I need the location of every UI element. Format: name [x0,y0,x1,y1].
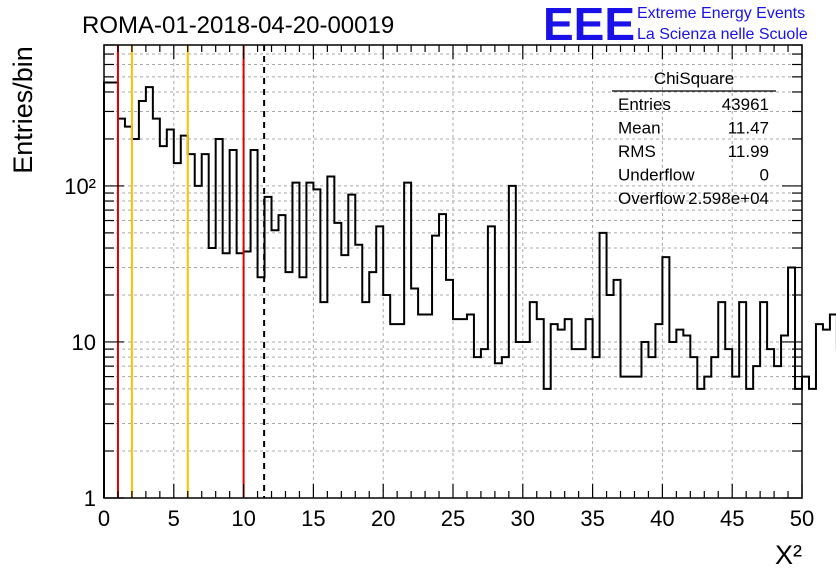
y-tick-label: 1 [84,486,96,511]
x-tick-label: 25 [441,506,465,531]
x-tick-label: 15 [301,506,325,531]
stats-row-value: 43961 [722,95,769,114]
stats-row-label: Mean [618,119,661,138]
stats-row-value: 0 [760,166,769,185]
x-tick-label: 0 [98,506,110,531]
stats-box: ChiSquare Entries 43961 Mean 11.47 RMS 11.99 U… [612,69,776,208]
x-tick-label: 10 [231,506,255,531]
x-tick-label: 45 [720,506,744,531]
stats-row-label: Underflow [618,166,695,185]
stats-row-label: RMS [618,142,656,161]
x-tick-label: 20 [371,506,395,531]
eee-logo-mark: EEE [543,0,635,50]
y-axis-label: Entries/bin [8,46,38,174]
x-tick-label: 35 [580,506,604,531]
stats-row-value: 2.598e+04 [688,189,769,208]
x-tick-label: 50 [790,506,814,531]
reference-lines [116,45,266,498]
histogram-line [103,81,836,498]
y-tick-label: 10² [64,174,96,199]
logo-line-2: La Scienza nelle Scuole [637,26,808,43]
chart-title: ROMA-01-2018-04-20-00019 [82,12,394,39]
stats-row-label: Overflow [618,189,686,208]
stats-rows: Entries 43961 Mean 11.47 RMS 11.99 Underflow 0 O… [618,95,769,208]
stats-row-value: 11.99 [728,142,769,161]
x-tick-label: 40 [650,506,674,531]
logo-line-1: Extreme Energy Events [637,5,805,22]
x-tick-label: 5 [168,506,180,531]
stats-row-label: Entries [618,95,671,114]
grid [104,45,802,498]
histogram-series [103,81,836,498]
y-tick-label: 10 [72,330,96,355]
stats-row-value: 11.47 [728,119,769,138]
axes: 0 5 10 15 20 25 30 35 40 45 50 1 10 10² [64,44,814,531]
x-axis-label: X² [775,540,802,570]
eee-logo: EEE Extreme Energy Events La Scienza nel… [543,0,808,50]
stats-title: ChiSquare [654,69,734,88]
x-tick-label: 30 [511,506,535,531]
